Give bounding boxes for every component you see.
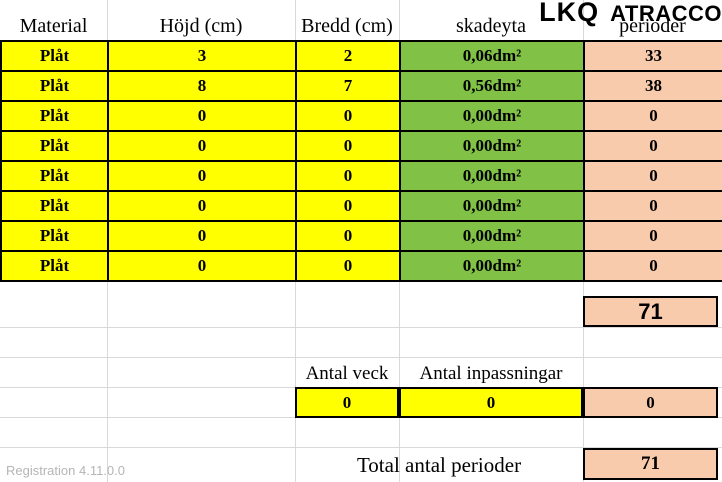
table-row: Plåt 0 0 0,00dm² 0 <box>0 190 722 222</box>
perioder-cell: 33 <box>583 40 722 72</box>
antal-inpassningar-label: Antal inpassningar <box>419 363 563 384</box>
total-perioder-label: Total antal perioder <box>356 452 522 477</box>
table-row: Plåt 8 7 0,56dm² 38 <box>0 70 722 102</box>
table-row: Plåt 0 0 0,00dm² 0 <box>0 160 722 192</box>
table-row: Plåt 0 0 0,00dm² 0 <box>0 130 722 162</box>
total-perioder-value-cell: 71 <box>583 448 718 480</box>
bredd-cell[interactable]: 0 <box>295 220 401 252</box>
skadeyta-cell: 0,00dm² <box>399 190 585 222</box>
lkq-atracco-logo: LKQ ATRACCO <box>500 0 722 26</box>
column-header-bredd: Bredd (cm) <box>301 15 393 37</box>
material-cell[interactable]: Plåt <box>0 40 109 72</box>
perioder-sum-cell: 71 <box>583 296 718 327</box>
antal-inpassningar-input-cell[interactable]: 0 <box>399 387 583 418</box>
gridline-horizontal <box>0 447 722 448</box>
perioder-cell: 0 <box>583 190 722 222</box>
atracco-logo-text: ATRACCO <box>610 1 722 26</box>
table-row: Plåt 0 0 0,00dm² 0 <box>0 100 722 132</box>
perioder-cell: 0 <box>583 250 722 282</box>
antal-veck-input-cell[interactable]: 0 <box>295 387 399 418</box>
hojd-cell[interactable]: 8 <box>107 70 297 102</box>
perioder-cell: 38 <box>583 70 722 102</box>
bredd-cell[interactable]: 0 <box>295 250 401 282</box>
material-cell[interactable]: Plåt <box>0 220 109 252</box>
hojd-cell[interactable]: 0 <box>107 250 297 282</box>
skadeyta-cell: 0,56dm² <box>399 70 585 102</box>
hojd-cell[interactable]: 0 <box>107 100 297 132</box>
perioder-cell: 0 <box>583 100 722 132</box>
skadeyta-cell: 0,00dm² <box>399 100 585 132</box>
material-cell[interactable]: Plåt <box>0 130 109 162</box>
table-row: Plåt 0 0 0,00dm² 0 <box>0 220 722 252</box>
bredd-cell[interactable]: 0 <box>295 160 401 192</box>
perioder-cell: 0 <box>583 160 722 192</box>
bredd-cell[interactable]: 0 <box>295 190 401 222</box>
column-header-material: Material <box>19 15 88 37</box>
column-header-perioder: perioder <box>619 15 686 37</box>
hojd-cell[interactable]: 0 <box>107 220 297 252</box>
bredd-cell[interactable]: 7 <box>295 70 401 102</box>
material-cell[interactable]: Plåt <box>0 160 109 192</box>
bredd-cell[interactable]: 2 <box>295 40 401 72</box>
material-cell[interactable]: Plåt <box>0 100 109 132</box>
bredd-cell[interactable]: 0 <box>295 130 401 162</box>
column-header-hojd: Höjd (cm) <box>159 15 243 37</box>
gridline-horizontal <box>0 327 722 328</box>
gridline-horizontal <box>0 357 722 358</box>
bredd-cell[interactable]: 0 <box>295 100 401 132</box>
skadeyta-cell: 0,00dm² <box>399 250 585 282</box>
table-row: Plåt 3 2 0,06dm² 33 <box>0 40 722 72</box>
skadeyta-cell: 0,06dm² <box>399 40 585 72</box>
lkq-logo-text: LKQ <box>539 0 600 27</box>
skadeyta-cell: 0,00dm² <box>399 220 585 252</box>
skadeyta-cell: 0,00dm² <box>399 130 585 162</box>
material-cell[interactable]: Plåt <box>0 190 109 222</box>
hojd-cell[interactable]: 3 <box>107 40 297 72</box>
material-cell[interactable]: Plåt <box>0 70 109 102</box>
hojd-cell[interactable]: 0 <box>107 130 297 162</box>
damage-table: Plåt 3 2 0,06dm² 33 Plåt 8 7 0,56dm² 38 Plåt 0 0 0,00… <box>0 40 722 282</box>
registration-version-text: Registration 4.11.0.0 <box>6 463 125 478</box>
antal-veck-label: Antal veck <box>305 363 389 384</box>
material-cell[interactable]: Plåt <box>0 250 109 282</box>
column-header-skadeyta: skadeyta <box>456 15 526 37</box>
perioder-cell: 0 <box>583 130 722 162</box>
hojd-cell[interactable]: 0 <box>107 160 297 192</box>
damage-rows: Plåt 3 2 0,06dm² 33 Plåt 8 7 0,56dm² 38 Plåt 0 0 0,00… <box>0 40 722 282</box>
hojd-cell[interactable]: 0 <box>107 190 297 222</box>
perioder-cell: 0 <box>583 220 722 252</box>
skadeyta-cell: 0,00dm² <box>399 160 585 192</box>
table-row: Plåt 0 0 0,00dm² 0 <box>0 250 722 282</box>
extra-perioder-cell: 0 <box>583 387 718 418</box>
